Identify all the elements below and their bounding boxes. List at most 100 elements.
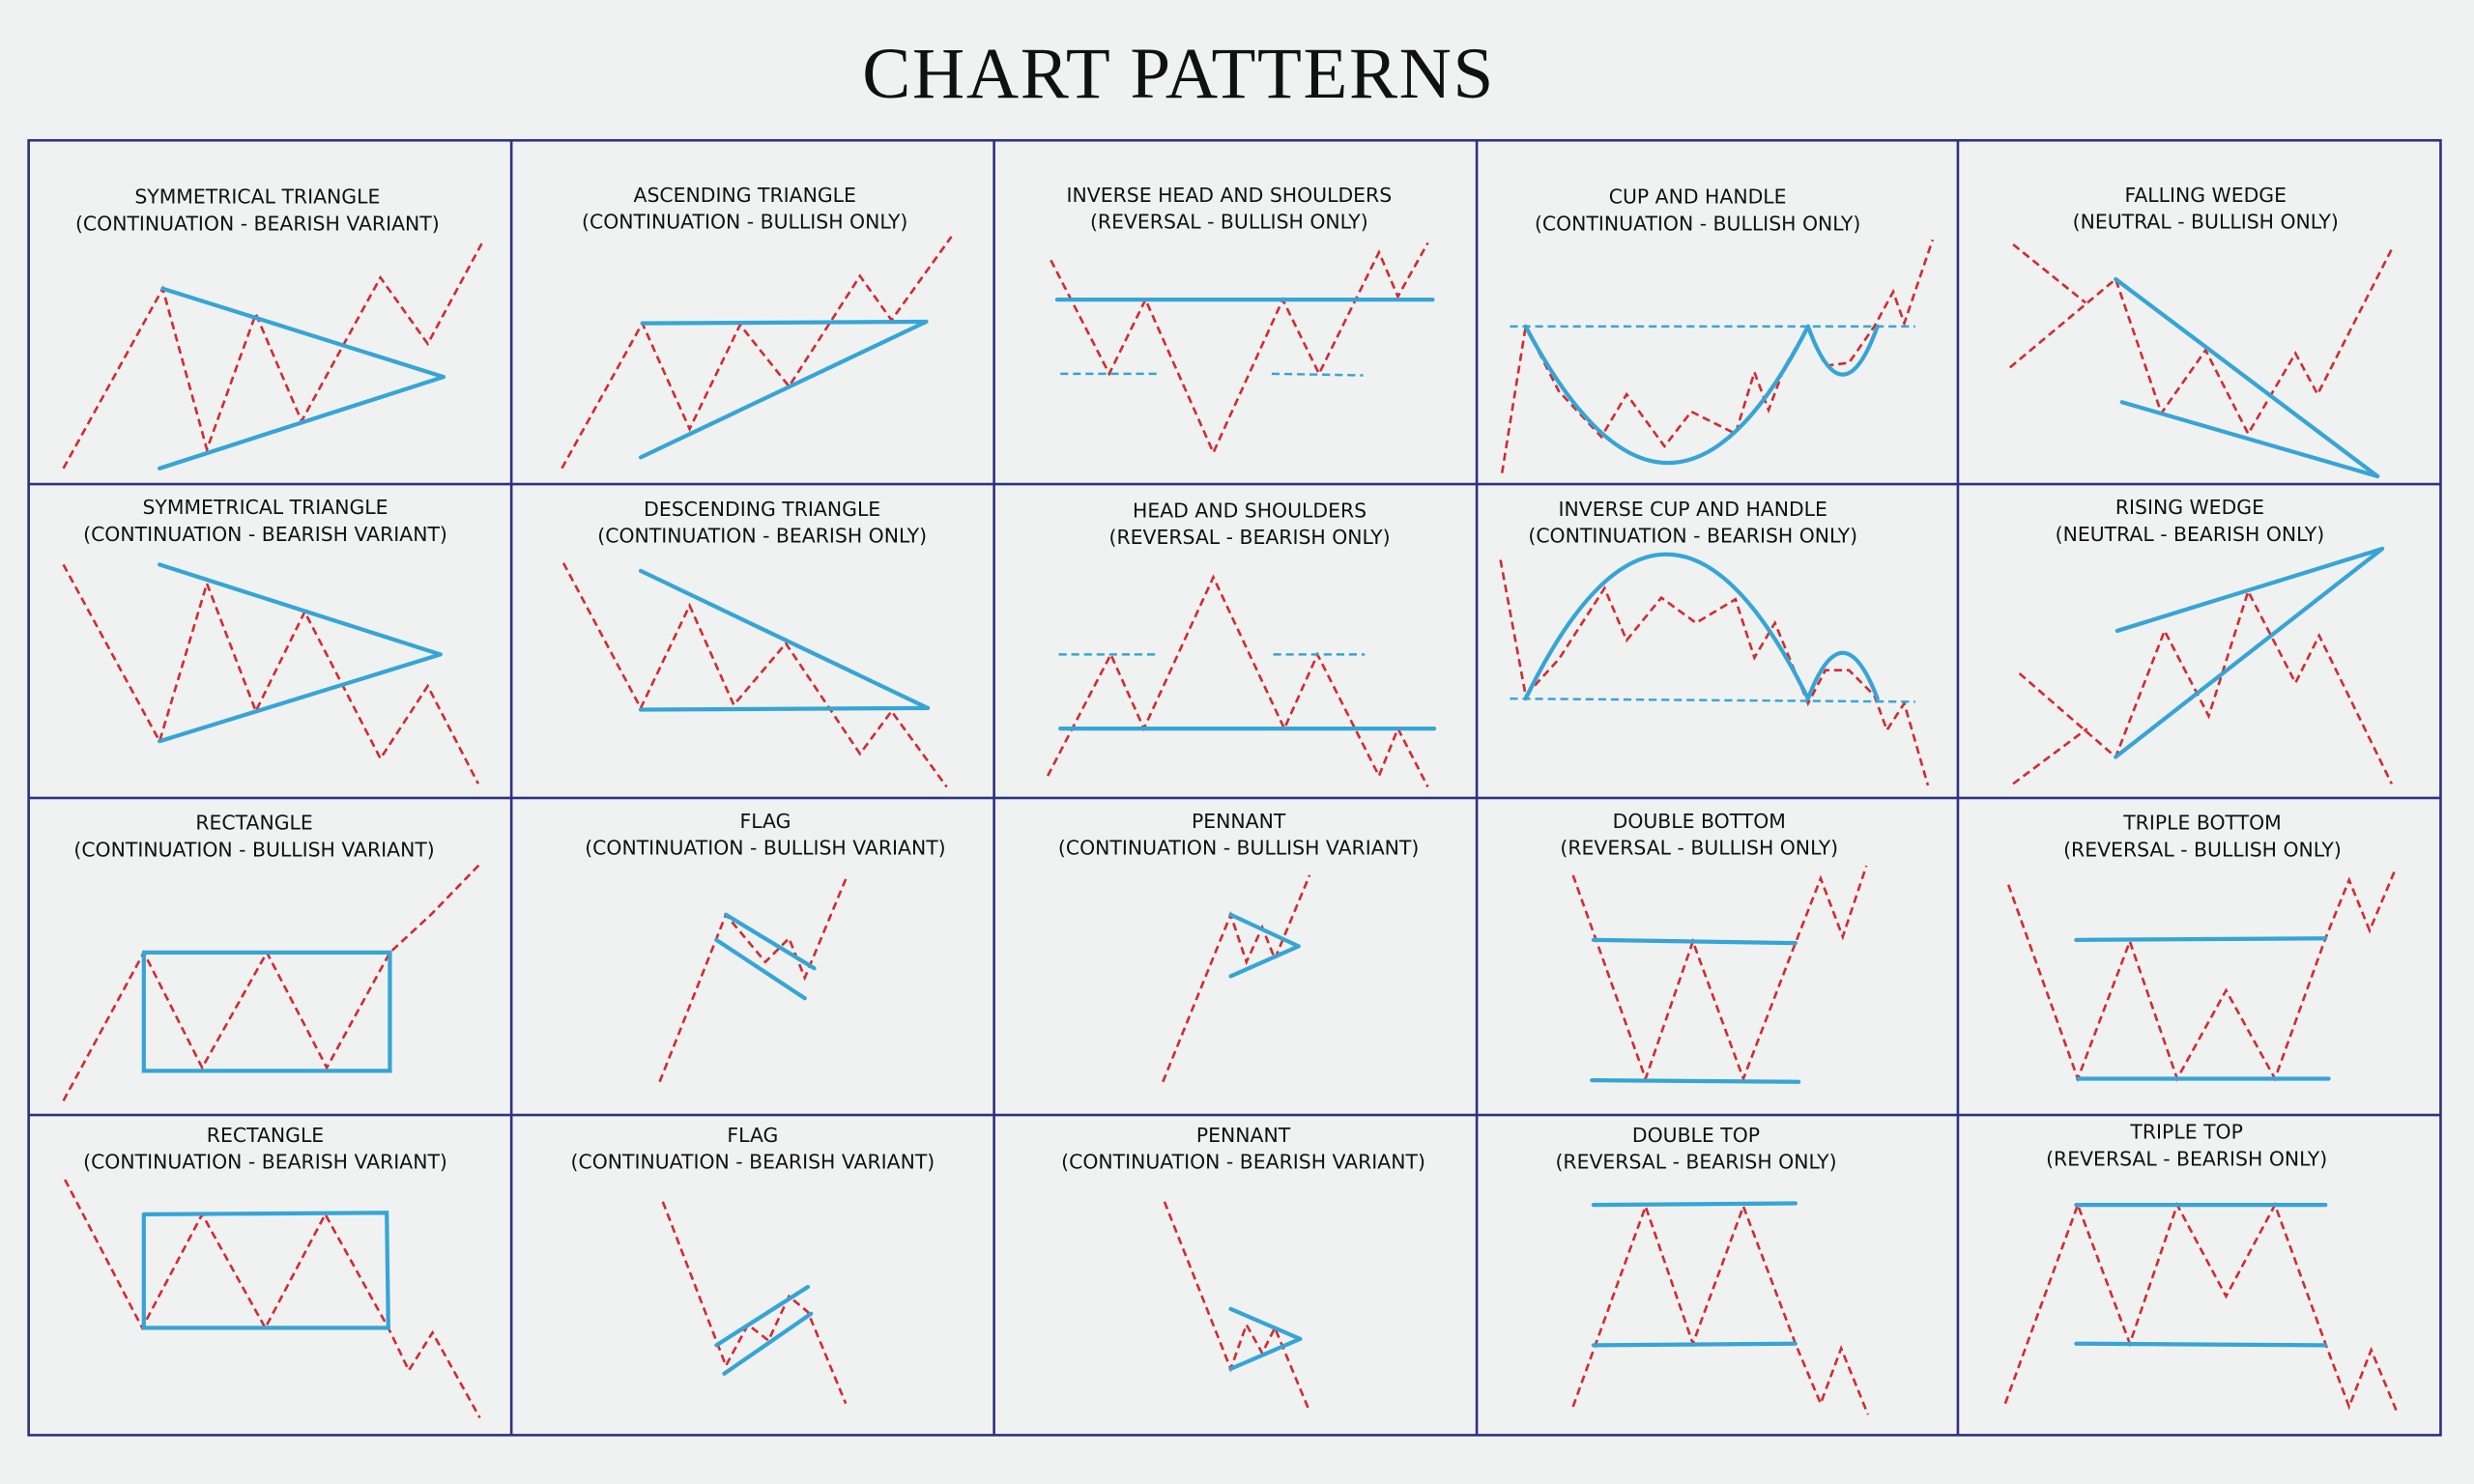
pattern-cell: DESCENDING TRIANGLE (CONTINUATION - BEARI… <box>561 498 948 788</box>
pattern-cell: PENNANT (CONTINUATION - BULLISH VARIANT) <box>1058 810 1419 1083</box>
pattern-cell: TRIPLE BOTTOM (REVERSAL - BULLISH ONLY) <box>2006 812 2397 1083</box>
pattern-cell: FLAG (CONTINUATION - BULLISH VARIANT) <box>585 810 946 1083</box>
trend-line <box>2114 276 2380 479</box>
pattern-kind: (REVERSAL - BEARISH ONLY) <box>1555 1151 1836 1174</box>
pattern-kind: (REVERSAL - BULLISH ONLY) <box>2063 838 2342 861</box>
price-line <box>561 562 948 788</box>
pattern-cell: HEAD AND SHOULDERS (REVERSAL - BEARISH ON… <box>1046 499 1437 788</box>
price-line <box>2003 1201 2400 1415</box>
pattern-cell: RECTANGLE (CONTINUATION - BULLISH VARIANT… <box>62 812 481 1101</box>
pattern-cell: FALLING WEDGE (NEUTRAL - BULLISH ONLY) <box>2008 184 2394 479</box>
grid <box>27 138 2442 1437</box>
trend-line <box>2114 546 2385 759</box>
curve-line <box>1805 324 1880 377</box>
pattern-name: FLAG <box>727 1124 778 1147</box>
pattern-kind: (CONTINUATION - BEARISH ONLY) <box>597 525 927 548</box>
trend-line <box>1228 912 1301 949</box>
trend-line <box>1590 1078 1801 1084</box>
trend-line <box>141 950 392 1073</box>
pattern-name: PENNANT <box>1192 810 1286 833</box>
level-line <box>1271 372 1364 377</box>
pattern-cell: PENNANT (CONTINUATION - BEARISH VARIANT) <box>1061 1124 1425 1413</box>
price-line <box>661 1201 848 1405</box>
pattern-kind: (CONTINUATION - BULLISH ONLY) <box>582 211 907 234</box>
trend-line <box>722 1311 814 1376</box>
trend-line <box>141 1211 390 1330</box>
trend-line <box>158 374 446 471</box>
pattern-name: RECTANGLE <box>195 812 312 835</box>
pattern-kind: (CONTINUATION - BEARISH VARIANT) <box>75 212 440 235</box>
trend-line <box>2074 936 2328 942</box>
price-line <box>62 863 481 1101</box>
pattern-cell: ASCENDING TRIANGLE (CONTINUATION - BULLIS… <box>561 184 953 470</box>
pattern-cell: FLAG (CONTINUATION - BEARISH VARIANT) <box>571 1124 935 1405</box>
pattern-kind: (CONTINUATION - BEARISH ONLY) <box>1528 525 1857 548</box>
pattern-name: HEAD AND SHOULDERS <box>1133 499 1366 522</box>
trend-line <box>1591 1201 1798 1208</box>
trend-line <box>640 319 929 326</box>
price-line <box>62 241 484 470</box>
pattern-name: INVERSE HEAD AND SHOULDERS <box>1067 184 1393 207</box>
curve-line <box>1523 552 1811 701</box>
pattern-kind: (CONTINUATION - BEARISH VARIANT) <box>83 1151 447 1174</box>
curve-line <box>1805 650 1880 701</box>
trend-line <box>1591 1341 1798 1348</box>
price-line <box>561 236 953 470</box>
pattern-kind: (CONTINUATION - BEARISH VARIANT) <box>83 523 447 546</box>
pattern-kind: (CONTINUATION - BULLISH VARIANT) <box>1058 837 1419 860</box>
pattern-name: DESCENDING TRIANGLE <box>644 498 880 521</box>
price-line <box>62 563 480 785</box>
pattern-kind: (REVERSAL - BEARISH ONLY) <box>1109 526 1391 549</box>
pattern-name: SYMMETRICAL TRIANGLE <box>142 496 388 519</box>
price-line <box>2008 248 2394 437</box>
pattern-name: TRIPLE BOTTOM <box>2122 812 2282 835</box>
pattern-kind: (CONTINUATION - BEARISH VARIANT) <box>571 1151 935 1174</box>
pattern-name: TRIPLE TOP <box>2129 1121 2242 1144</box>
pattern-name: FALLING WEDGE <box>2124 184 2287 207</box>
trend-line <box>1228 1306 1303 1341</box>
pattern-kind: (REVERSAL - BEARISH ONLY) <box>2046 1147 2327 1170</box>
pattern-cell: DOUBLE TOP (REVERSAL - BEARISH ONLY) <box>1555 1124 1870 1415</box>
pattern-cell: RECTANGLE (CONTINUATION - BEARISH VARIANT… <box>64 1124 481 1419</box>
pattern-kind: (CONTINUATION - BULLISH VARIANT) <box>585 837 945 860</box>
price-line <box>2006 870 2397 1083</box>
pattern-name: DOUBLE BOTTOM <box>1613 810 1786 833</box>
trend-line <box>724 912 817 971</box>
pattern-cell: INVERSE HEAD AND SHOULDERS (REVERSAL - BU… <box>1050 184 1435 456</box>
price-line <box>1571 865 1868 1083</box>
price-line <box>2012 243 2086 304</box>
trend-line <box>638 319 929 460</box>
trend-line <box>2114 546 2385 634</box>
pattern-name: CUP AND HANDLE <box>1609 186 1787 209</box>
pattern-name: DOUBLE TOP <box>1632 1124 1760 1147</box>
pattern-kind: (CONTINUATION - BEARISH VARIANT) <box>1061 1151 1425 1174</box>
level-line <box>1510 697 1915 703</box>
pattern-kind: (NEUTRAL - BEARISH ONLY) <box>2056 523 2325 546</box>
trend-line <box>160 286 446 380</box>
pattern-kind: (NEUTRAL - BULLISH ONLY) <box>2073 211 2339 234</box>
trend-line <box>638 705 931 712</box>
price-line <box>1163 1201 1311 1413</box>
pattern-name: SYMMETRICAL TRIANGLE <box>134 186 380 209</box>
price-line <box>1162 874 1311 1083</box>
pattern-cell: DOUBLE BOTTOM (REVERSAL - BULLISH ONLY) <box>1560 810 1868 1084</box>
page-title: CHART PATTERNS <box>862 34 1495 114</box>
pattern-name: RISING WEDGE <box>2115 496 2264 519</box>
pattern-cell: INVERSE CUP AND HANDLE (CONTINUATION - BE… <box>1499 498 1930 786</box>
grid-border <box>27 138 2442 1437</box>
price-line <box>64 1179 481 1419</box>
trend-line <box>1591 937 1798 946</box>
pattern-kind: (REVERSAL - BULLISH ONLY) <box>1090 211 1368 234</box>
pattern-name: ASCENDING TRIANGLE <box>634 184 856 207</box>
pattern-name: INVERSE CUP AND HANDLE <box>1559 498 1827 521</box>
trend-line <box>2074 1341 2328 1348</box>
price-line <box>2012 728 2088 785</box>
price-line <box>2018 587 2394 785</box>
trend-line <box>638 568 931 711</box>
pattern-kind: (CONTINUATION - BULLISH ONLY) <box>1535 212 1860 235</box>
pattern-cell: TRIPLE TOP (REVERSAL - BEARISH ONLY) <box>2003 1121 2400 1415</box>
trend-line <box>714 937 807 1001</box>
price-line <box>1499 559 1930 786</box>
